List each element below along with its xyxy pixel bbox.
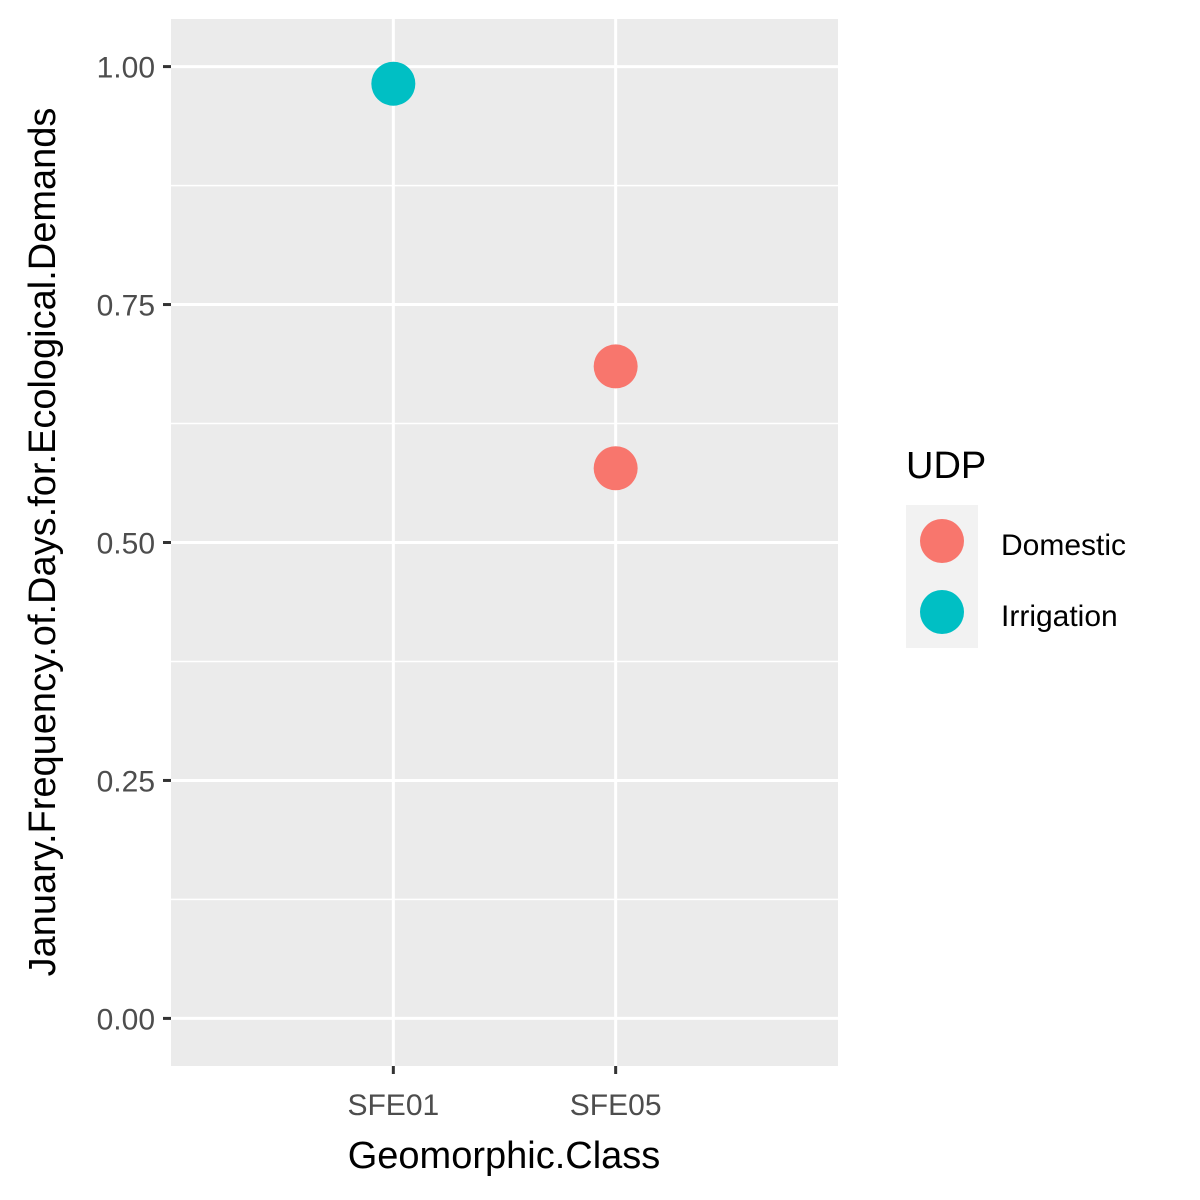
data-point-irrigation (371, 61, 416, 106)
y-tick-label: 0.75 (97, 290, 155, 323)
data-points (371, 61, 638, 491)
legend-key-domestic (920, 519, 964, 563)
legend: UDP Domestic Irrigation (906, 445, 1126, 648)
y-tick-label: 0.50 (97, 528, 155, 561)
y-axis-title: January.Frequency.of.Days.for.Ecological… (22, 108, 64, 977)
y-tick-label: 0.00 (97, 1003, 155, 1036)
legend-label-irrigation: Irrigation (1001, 600, 1118, 633)
x-axis-tick-labels: SFE01 SFE05 (347, 1089, 661, 1122)
y-axis-tick-labels: 0.00 0.25 0.50 0.75 1.00 (97, 52, 155, 1037)
x-axis-title: Geomorphic.Class (348, 1135, 661, 1177)
data-point-domestic (593, 446, 638, 491)
y-tick-label: 1.00 (97, 52, 155, 85)
x-tick-label: SFE05 (570, 1089, 662, 1122)
y-tick-label: 0.25 (97, 765, 155, 798)
legend-keys (920, 519, 964, 634)
data-point-domestic (593, 344, 638, 389)
axis-ticks (163, 65, 618, 1074)
x-tick-label: SFE01 (347, 1089, 439, 1122)
legend-title: UDP (906, 445, 986, 487)
legend-label-domestic: Domestic (1001, 529, 1126, 562)
grid-lines (171, 19, 838, 1066)
legend-key-irrigation (920, 590, 964, 634)
